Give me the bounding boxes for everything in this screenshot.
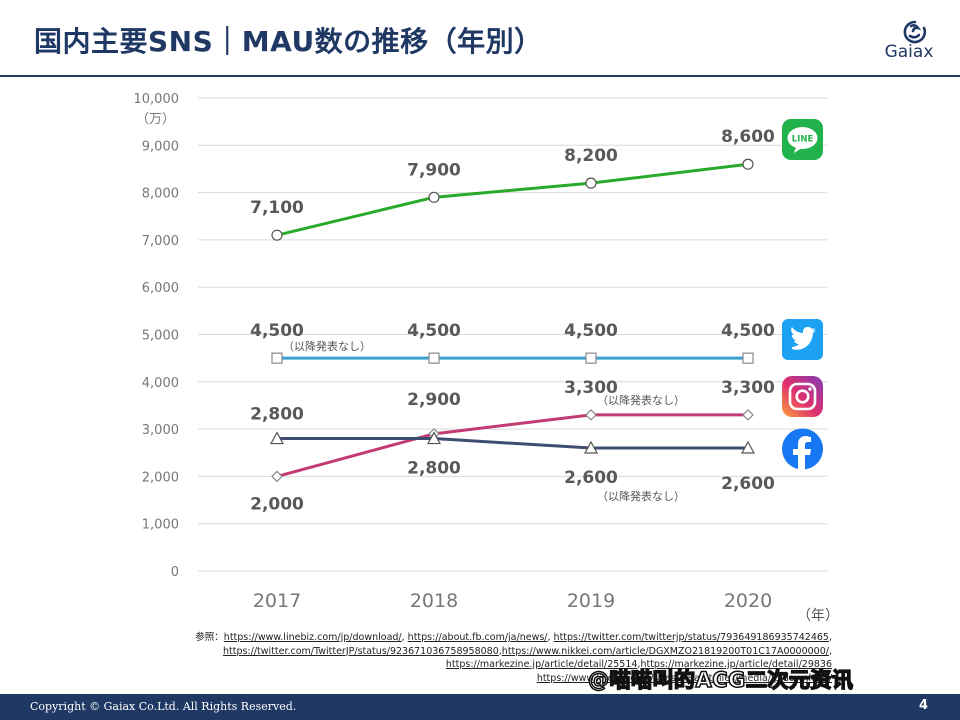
data-point [585, 409, 597, 421]
data-label: 2,800 [250, 405, 304, 425]
grid-lines [198, 97, 827, 572]
series-instagram [271, 409, 754, 483]
twitter-icon [782, 319, 823, 360]
y-axis-unit: （万） [136, 112, 175, 127]
page-number: 4 [918, 698, 928, 713]
data-point [426, 431, 442, 445]
data-point [271, 352, 283, 364]
data-label: 2,800 [407, 459, 461, 479]
y-tick-label: 2,000 [142, 470, 179, 485]
series-lines [269, 158, 756, 483]
y-tick-label: 8,000 [142, 187, 179, 202]
data-point [585, 177, 597, 189]
annotations: （以降発表なし） （以降発表なし） （以降発表なし） [283, 339, 685, 503]
data-label: 4,500 [721, 321, 775, 341]
page-title: 国内主要SNS｜MAU数の推移（年別） [34, 25, 543, 58]
data-label: 4,500 [564, 321, 618, 341]
copyright-text: Copyright © Gaiax Co.Ltd. All Rights Res… [30, 700, 297, 713]
facebook-icon [782, 428, 823, 470]
series-line-app [271, 158, 754, 241]
watermark-text: @喵喵叫的ACG二次元资讯 [587, 667, 854, 693]
y-tick-label: 9,000 [142, 139, 179, 154]
annotation-note: （以降発表なし） [597, 489, 685, 503]
series-line [276, 162, 749, 237]
data-point [740, 440, 756, 454]
reference-link[interactable]: https://www.linebiz.com/jp/download/ [223, 632, 402, 643]
data-label: 8,600 [721, 127, 775, 147]
x-axis-ticks: 2017 2018 2019 2020 [253, 590, 772, 612]
data-point [269, 431, 285, 445]
annotation-note: （以降発表なし） [597, 393, 685, 407]
y-tick-label: 3,000 [142, 423, 179, 438]
data-label: 4,500 [250, 321, 304, 341]
data-point [271, 229, 283, 241]
data-point [742, 352, 754, 364]
series-line [277, 437, 748, 450]
data-point [585, 352, 597, 364]
data-point [428, 352, 440, 364]
reference-link[interactable]: https://twitter.com/TwitterJP/status/923… [222, 645, 499, 657]
reference-link[interactable]: https://about.fb.com/ja/news/ [407, 632, 548, 643]
footer-bar: Copyright © Gaiax Co.Ltd. All Rights Res… [0, 694, 960, 720]
reference-lead: 参照： [195, 632, 224, 643]
title-divider [0, 75, 960, 77]
x-axis-unit: （年） [797, 608, 839, 624]
data-label: 3,300 [721, 378, 775, 398]
data-label: 2,900 [407, 390, 461, 410]
x-tick-label: 2020 [724, 590, 772, 612]
series-line [276, 413, 748, 478]
y-tick-label: 5,000 [142, 329, 179, 344]
series-facebook [269, 431, 756, 454]
data-label: 8,200 [564, 146, 618, 166]
y-tick-label: 0 [171, 565, 179, 580]
y-axis-ticks: 0 1,000 2,000 3,000 4,000 5,000 6,000 7,000 8,00… [134, 92, 180, 580]
reference-link[interactable]: https://www.nikkei.com/article/DGXMZO218… [501, 645, 829, 657]
annotation-note: （以降発表なし） [283, 339, 371, 353]
data-label: 4,500 [407, 321, 461, 341]
x-tick-label: 2018 [410, 590, 458, 612]
line-app-icon: LINE [782, 119, 823, 160]
y-tick-label: 6,000 [142, 281, 179, 296]
series-twitter [271, 352, 754, 364]
brand-name: Gaiax [884, 42, 934, 62]
y-tick-label: 10,000 [134, 92, 180, 107]
mau-line-chart: 0 1,000 2,000 3,000 4,000 5,000 6,000 7,000 8,00… [134, 92, 840, 624]
data-point [271, 470, 283, 483]
y-tick-label: 1,000 [142, 518, 179, 533]
x-tick-label: 2017 [253, 590, 301, 612]
y-tick-label: 7,000 [142, 234, 179, 249]
data-label: 2,600 [721, 474, 775, 494]
reference-link[interactable]: https://www.linebiz.com/sites/default/fi… [536, 672, 832, 684]
data-point [742, 409, 754, 421]
data-point [428, 191, 440, 203]
svg-text:LINE: LINE [792, 135, 814, 145]
reference-link[interactable]: https://markezine.jp/article/detail/2983… [640, 659, 832, 670]
reference-link[interactable]: https://markezine.jp/article/detail/2551… [445, 659, 638, 670]
reference-link[interactable]: https://twitter.com/twitterjp/status/793… [553, 632, 829, 643]
data-labels: 7,100 7,900 8,200 8,600 4,500 4,500 4,500 4,500… [250, 127, 775, 514]
data-label: 2,600 [564, 468, 618, 488]
data-label: 3,300 [564, 378, 618, 398]
y-tick-label: 4,000 [142, 376, 179, 391]
data-point [583, 440, 599, 454]
data-label: 2,000 [250, 494, 304, 514]
x-tick-label: 2019 [567, 590, 615, 612]
data-label: 7,100 [250, 198, 304, 218]
reference-links: 参照：https://www.linebiz.com/jp/download/,… [195, 632, 832, 684]
data-label: 7,900 [407, 160, 461, 180]
instagram-icon [782, 376, 823, 417]
data-point [742, 158, 754, 170]
gaiax-logo-icon [903, 20, 927, 44]
